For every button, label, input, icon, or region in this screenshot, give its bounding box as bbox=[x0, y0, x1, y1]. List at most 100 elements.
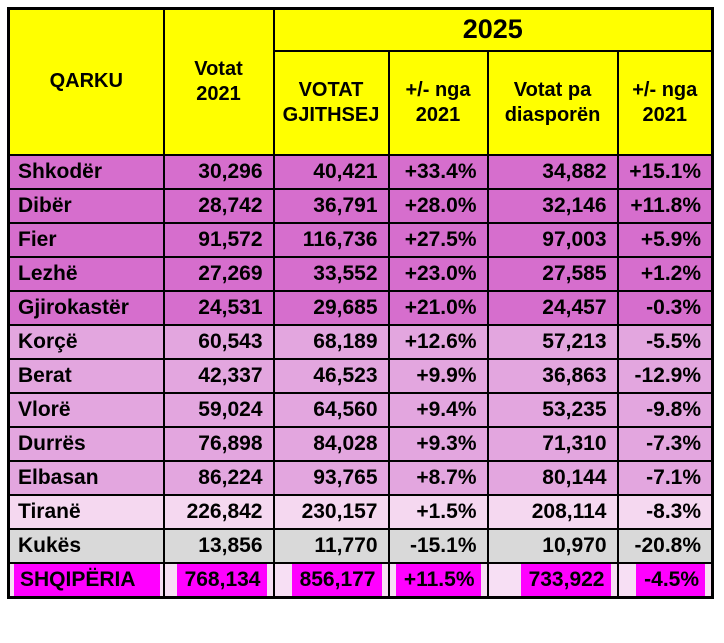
cell-diff-a: +1.5% bbox=[387, 493, 489, 530]
cell-votat-2021: 28,742 bbox=[162, 187, 275, 224]
cell-region-name: Korçë bbox=[7, 323, 165, 360]
cell-diff-b: -5.5% bbox=[616, 323, 714, 360]
cell-diff-b: -9.8% bbox=[616, 391, 714, 428]
table-row: Korçë 60,543 68,189 +12.6% 57,213 -5.5% bbox=[7, 323, 714, 360]
cell-votat-2021: 24,531 bbox=[162, 289, 275, 326]
cell-votat-2021: 768,134 bbox=[162, 561, 275, 598]
cell-votat-gjithsej: 64,560 bbox=[272, 391, 390, 428]
cell-region-name: Fier bbox=[7, 221, 165, 258]
cell-region-name: Kukës bbox=[7, 527, 165, 564]
cell-votat-gjithsej: 29,685 bbox=[272, 289, 390, 326]
cell-votat-gjithsej: 230,157 bbox=[272, 493, 390, 530]
table-row: Lezhë 27,269 33,552 +23.0% 27,585 +1.2% bbox=[7, 255, 714, 292]
cell-diff-b: -8.3% bbox=[616, 493, 714, 530]
cell-region-name: Berat bbox=[7, 357, 165, 394]
highlighted-value: -4.5% bbox=[636, 564, 706, 596]
table-row: Berat 42,337 46,523 +9.9% 36,863 -12.9% bbox=[7, 357, 714, 394]
highlighted-value: 856,177 bbox=[291, 564, 382, 596]
cell-diff-b: +5.9% bbox=[616, 221, 714, 258]
cell-votat-gjithsej: 46,523 bbox=[272, 357, 390, 394]
cell-pa-diasporen: 27,585 bbox=[486, 255, 619, 292]
cell-votat-2021: 27,269 bbox=[162, 255, 275, 292]
header-row-top: QARKU Votat 2021 2025 bbox=[7, 7, 714, 156]
cell-diff-a: +23.0% bbox=[387, 255, 489, 292]
results-table-container: QARKU Votat 2021 2025 VOTAT GJITHSEJ +/-… bbox=[7, 7, 715, 599]
table-row: Dibër 28,742 36,791 +28.0% 32,146 +11.8% bbox=[7, 187, 714, 224]
cell-region-name: Durrës bbox=[7, 425, 165, 462]
cell-region-name: SHQIPËRIA bbox=[7, 561, 165, 598]
cell-votat-2021: 42,337 bbox=[162, 357, 275, 394]
cell-pa-diasporen: 10,970 bbox=[486, 527, 619, 564]
total-row: SHQIPËRIA 768,134 856,177 +11.5% 733,922… bbox=[7, 561, 714, 598]
cell-votat-gjithsej: 856,177 bbox=[272, 561, 390, 598]
table-row: Kukës 13,856 11,770 -15.1% 10,970 -20.8% bbox=[7, 527, 714, 564]
cell-votat-2021: 226,842 bbox=[162, 493, 275, 530]
table-row: Durrës 76,898 84,028 +9.3% 71,310 -7.3% bbox=[7, 425, 714, 462]
header-row-sub: VOTAT GJITHSEJ +/- nga 2021 Votat pa dia… bbox=[9, 49, 714, 156]
cell-diff-a: +8.7% bbox=[387, 459, 489, 496]
cell-pa-diasporen: 34,882 bbox=[486, 153, 619, 190]
highlighted-value: +11.5% bbox=[395, 564, 481, 596]
cell-diff-b: -7.3% bbox=[616, 425, 714, 462]
table-row: Vlorë 59,024 64,560 +9.4% 53,235 -9.8% bbox=[7, 391, 714, 428]
highlighted-total-label: SHQIPËRIA bbox=[14, 564, 160, 596]
cell-region-name: Lezhë bbox=[7, 255, 165, 292]
cell-pa-diasporen: 97,003 bbox=[486, 221, 619, 258]
cell-pa-diasporen: 53,235 bbox=[486, 391, 619, 428]
cell-region-name: Shkodër bbox=[7, 153, 165, 190]
cell-pa-diasporen: 208,114 bbox=[486, 493, 619, 530]
cell-diff-a: +9.9% bbox=[387, 357, 489, 394]
cell-votat-2021: 60,543 bbox=[162, 323, 275, 360]
cell-diff-b: +15.1% bbox=[616, 153, 714, 190]
cell-diff-a: +9.3% bbox=[387, 425, 489, 462]
cell-diff-b: -20.8% bbox=[616, 527, 714, 564]
cell-votat-gjithsej: 40,421 bbox=[272, 153, 390, 190]
cell-diff-b: -7.1% bbox=[616, 459, 714, 496]
cell-region-name: Gjirokastër bbox=[7, 289, 165, 326]
col-header-qarku: QARKU bbox=[7, 7, 165, 156]
table-row: Gjirokastër 24,531 29,685 +21.0% 24,457 … bbox=[7, 289, 714, 326]
cell-pa-diasporen: 24,457 bbox=[486, 289, 619, 326]
cell-votat-2021: 13,856 bbox=[162, 527, 275, 564]
col-header-votat-2021: Votat 2021 bbox=[162, 7, 275, 156]
col-header-diff-nga-2021-a: +/- nga 2021 bbox=[387, 49, 489, 156]
col-header-votat-gjithsej: VOTAT GJITHSEJ bbox=[272, 49, 390, 156]
table-row: Tiranë 226,842 230,157 +1.5% 208,114 -8.… bbox=[7, 493, 714, 530]
cell-votat-gjithsej: 33,552 bbox=[272, 255, 390, 292]
cell-region-name: Tiranë bbox=[7, 493, 165, 530]
table-row: Shkodër 30,296 40,421 +33.4% 34,882 +15.… bbox=[7, 153, 714, 190]
cell-votat-2021: 91,572 bbox=[162, 221, 275, 258]
col-header-diff-nga-2021-b: +/- nga 2021 bbox=[616, 49, 714, 156]
cell-region-name: Dibër bbox=[7, 187, 165, 224]
cell-votat-gjithsej: 68,189 bbox=[272, 323, 390, 360]
cell-votat-gjithsej: 84,028 bbox=[272, 425, 390, 462]
cell-pa-diasporen: 80,144 bbox=[486, 459, 619, 496]
cell-diff-a: +28.0% bbox=[387, 187, 489, 224]
cell-diff-a: +21.0% bbox=[387, 289, 489, 326]
cell-votat-2021: 76,898 bbox=[162, 425, 275, 462]
cell-pa-diasporen: 36,863 bbox=[486, 357, 619, 394]
cell-diff-a: +12.6% bbox=[387, 323, 489, 360]
cell-diff-b: -12.9% bbox=[616, 357, 714, 394]
highlighted-value: 768,134 bbox=[176, 564, 267, 596]
cell-pa-diasporen: 57,213 bbox=[486, 323, 619, 360]
highlighted-value: 733,922 bbox=[520, 564, 611, 596]
cell-votat-gjithsej: 116,736 bbox=[272, 221, 390, 258]
cell-diff-a: +27.5% bbox=[387, 221, 489, 258]
cell-diff-a: +11.5% bbox=[387, 561, 489, 598]
cell-diff-a: +33.4% bbox=[387, 153, 489, 190]
table-row: Fier 91,572 116,736 +27.5% 97,003 +5.9% bbox=[7, 221, 714, 258]
cell-region-name: Vlorë bbox=[7, 391, 165, 428]
cell-diff-a: +9.4% bbox=[387, 391, 489, 428]
col-header-votat-pa-diasporen: Votat pa diasporën bbox=[486, 49, 619, 156]
cell-diff-b: +1.2% bbox=[616, 255, 714, 292]
table-row: Elbasan 86,224 93,765 +8.7% 80,144 -7.1% bbox=[7, 459, 714, 496]
cell-region-name: Elbasan bbox=[7, 459, 165, 496]
cell-diff-b: -4.5% bbox=[616, 561, 714, 598]
cell-pa-diasporen: 733,922 bbox=[486, 561, 619, 598]
cell-pa-diasporen: 32,146 bbox=[486, 187, 619, 224]
cell-votat-2021: 86,224 bbox=[162, 459, 275, 496]
cell-votat-gjithsej: 36,791 bbox=[272, 187, 390, 224]
cell-votat-gjithsej: 11,770 bbox=[272, 527, 390, 564]
cell-votat-gjithsej: 93,765 bbox=[272, 459, 390, 496]
